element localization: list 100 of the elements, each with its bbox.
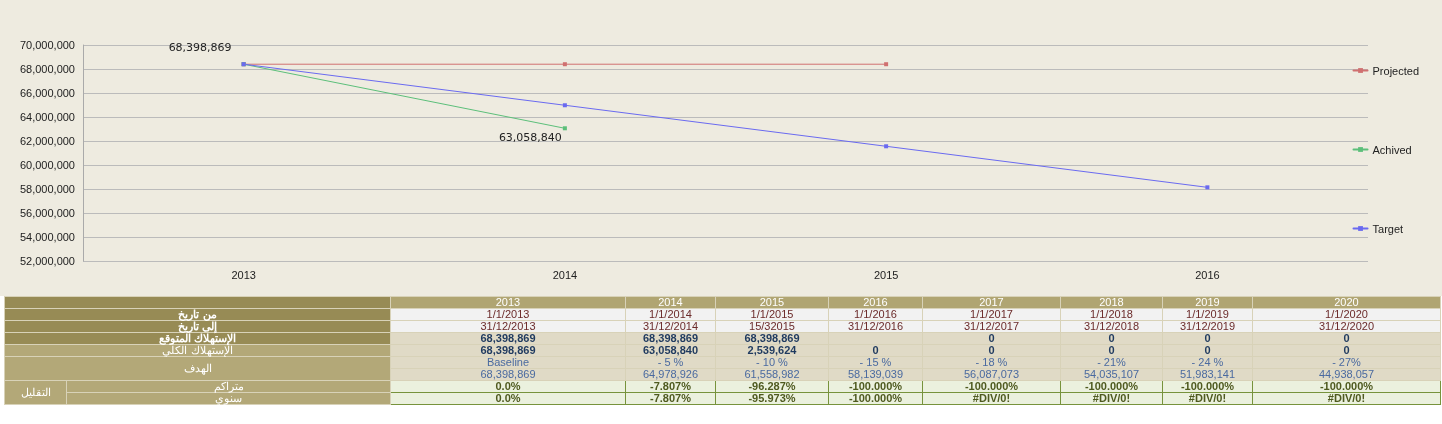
text: - 15 % [828,356,923,369]
legend-label: Achived [1372,143,1412,156]
text: 56,087,073 [922,368,1061,381]
text: 44,938,057 [1252,368,1441,381]
text: #DIV/0! [1252,392,1441,405]
text: الإستهلاك الكلي [4,344,391,357]
text: 68,398,869 [390,332,626,345]
text: - 27% [1252,356,1441,369]
point [562,126,567,131]
text: 0 [1060,344,1163,357]
y-tick-label: 56,000,000 [19,207,75,219]
text: 31/12/2014 [625,320,716,333]
text: 68,398,869 [390,368,626,381]
text: 0 [922,332,1061,345]
annotation: 68,398,869 [168,41,232,55]
point [1205,185,1210,190]
text: الإستهلاك المتوقع [4,332,391,345]
text: 1/1/2013 [390,308,626,321]
text: 31/12/2017 [922,320,1061,333]
text: - 24 % [1162,356,1253,369]
text: 58,139,039 [828,368,923,381]
text: 2019 [1162,296,1253,309]
text: 1/1/2020 [1252,308,1441,321]
y-tick-label: 66,000,000 [19,87,75,99]
text: 0 [1060,332,1163,345]
text: 0 [922,344,1061,357]
text: 1/1/2014 [625,308,716,321]
text: 0.0% [390,392,626,405]
y-tick-label: 54,000,000 [19,231,75,243]
text: -100.000% [1162,380,1253,393]
text: 1/1/2015 [715,308,829,321]
text: متراكم [66,380,391,393]
text: 61,558,982 [715,368,829,381]
text: - 21% [1060,356,1163,369]
text: التقليل [4,380,67,405]
text: إلى تاريخ [4,320,391,333]
text: 68,398,869 [390,344,626,357]
text: 31/12/2013 [390,320,626,333]
text: -100.000% [828,392,923,405]
text: #DIV/0! [1162,392,1253,405]
x-tick-label: 2014 [552,268,578,281]
text: 2016 [828,296,923,309]
y-tick-label: 64,000,000 [19,111,75,123]
text: الهدف [4,356,391,381]
text: 1/1/2019 [1162,308,1253,321]
text: 0 [1252,332,1441,345]
text: 31/12/2019 [1162,320,1253,333]
text: - 18 % [922,356,1061,369]
point [562,62,567,67]
text: #DIV/0! [922,392,1061,405]
text: 2014 [625,296,716,309]
text: 31/12/2018 [1060,320,1163,333]
text: -100.000% [828,380,923,393]
legend-label: Projected [1372,64,1420,77]
y-tick-label: 60,000,000 [19,159,75,171]
y-tick-label: 68,000,000 [19,63,75,75]
text: Baseline [390,356,626,369]
x-tick-label: 2013 [231,268,256,281]
text: 2018 [1060,296,1163,309]
x-tick-label: 2016 [1195,268,1220,281]
y-tick-label: 58,000,000 [19,183,75,195]
text: 0.0% [390,380,626,393]
text: 64,978,926 [625,368,716,381]
text: -100.000% [922,380,1061,393]
text: 0 [1162,344,1253,357]
text: 31/12/2020 [1252,320,1441,333]
text: 54,035,107 [1060,368,1163,381]
text: 15/32015 [715,320,829,333]
text: #DIV/0! [1060,392,1163,405]
y-tick-label: 52,000,000 [19,255,75,267]
text: -100.000% [1060,380,1163,393]
text: -96.287% [715,380,829,393]
text: 68,398,869 [715,332,829,345]
text: 68,398,869 [625,332,716,345]
text: 31/12/2016 [828,320,923,333]
text: 1/1/2017 [922,308,1061,321]
text: -7.807% [625,380,716,393]
text: 1/1/2016 [828,308,923,321]
point [884,144,889,149]
text: -95.973% [715,392,829,405]
text: 0 [828,344,923,357]
text: 2013 [390,296,626,309]
y-tick-label: 62,000,000 [19,135,75,147]
text: -100.000% [1252,380,1441,393]
x-tick-label: 2015 [873,268,899,281]
annotation: 63,058,840 [498,131,562,145]
text: -7.807% [625,392,716,405]
text: - 10 % [715,356,829,369]
text: 2017 [922,296,1061,309]
text: - 5 % [625,356,716,369]
text: 63,058,840 [625,344,716,357]
text: 2,539,624 [715,344,829,357]
text: 2015 [715,296,829,309]
text: 0 [1252,344,1441,357]
y-tick-label: 70,000,000 [19,39,75,51]
text: 0 [1162,332,1253,345]
text: 1/1/2018 [1060,308,1163,321]
text: سنوي [66,392,391,405]
text: من تاريخ [4,308,391,321]
legend-label: Target [1372,222,1404,235]
